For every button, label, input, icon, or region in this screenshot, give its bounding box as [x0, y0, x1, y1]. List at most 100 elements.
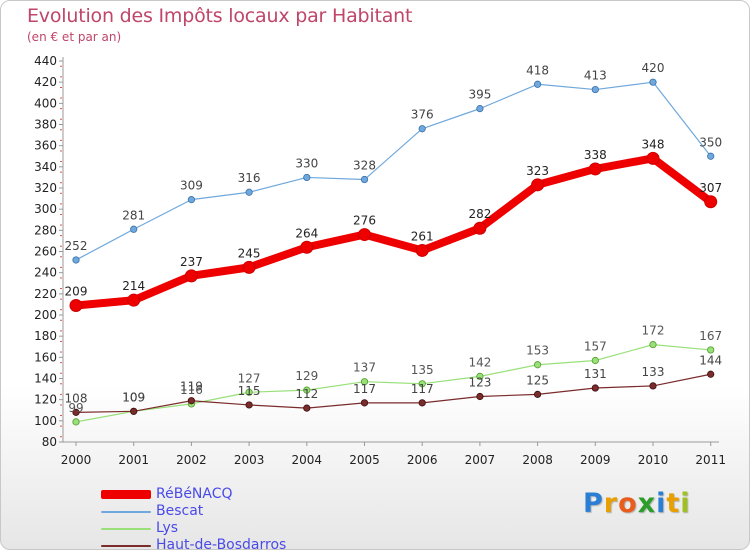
logo-letter: o: [618, 488, 638, 519]
y-tick-label: 280: [34, 223, 57, 237]
data-point: [360, 175, 369, 184]
y-tick-label: 220: [34, 287, 57, 301]
x-tick-label: 2005: [349, 453, 380, 467]
legend-swatch: [101, 511, 151, 513]
data-point: [588, 162, 602, 176]
data-point: [707, 152, 715, 160]
logo-letter: r: [603, 488, 619, 519]
data-label: 316: [238, 171, 261, 185]
data-label: 99: [68, 401, 83, 415]
data-point: [415, 243, 429, 257]
x-tick-label: 2003: [234, 453, 265, 467]
series-layer: [69, 78, 718, 426]
data-point: [476, 105, 484, 113]
y-tick-label: 240: [34, 266, 57, 280]
data-label: 109: [122, 390, 145, 404]
logo-letter: i: [680, 488, 691, 519]
data-point: [646, 151, 660, 165]
data-point: [591, 356, 599, 365]
series-line-1: [75, 81, 712, 261]
data-point: [245, 388, 253, 396]
x-tick-label: 2001: [118, 453, 149, 467]
data-point: [187, 196, 195, 204]
data-point: [531, 178, 545, 192]
logo-letter: i: [656, 488, 667, 519]
data-label: 127: [238, 371, 261, 385]
legend-swatch: [101, 528, 151, 530]
data-label: 281: [122, 208, 145, 222]
y-tick-label: 400: [34, 96, 57, 110]
chart-title: Evolution des Impôts locaux par Habitant: [27, 5, 413, 27]
data-point: [476, 372, 484, 380]
data-point: [127, 293, 141, 307]
series-line-3: [75, 373, 712, 413]
data-point: [245, 401, 253, 409]
y-tick-label: 420: [34, 75, 57, 89]
data-point: [72, 408, 80, 416]
data-point: [418, 125, 426, 133]
data-point: [649, 341, 657, 349]
logo-letter: P: [583, 488, 604, 519]
data-point: [418, 399, 426, 407]
data-label: 348: [642, 137, 665, 151]
proxiti-logo: Proxiti: [583, 488, 691, 519]
data-label: 214: [122, 279, 145, 293]
data-point: [69, 298, 83, 312]
y-tick-label: 160: [34, 350, 57, 364]
data-point: [704, 195, 718, 209]
data-label: 350: [699, 135, 722, 149]
data-label: 116: [180, 383, 203, 397]
legend-label: Haut-de-Bosdarros: [156, 537, 287, 550]
data-label: 252: [65, 239, 88, 253]
y-tick-label: 440: [34, 54, 57, 68]
y-tick-label: 380: [34, 118, 57, 132]
data-label: 338: [584, 148, 607, 162]
data-label: 264: [295, 226, 318, 240]
data-point: [242, 260, 256, 274]
data-label: 237: [180, 255, 203, 269]
y-tick-label: 120: [34, 393, 57, 407]
x-tick-label: 2009: [580, 453, 611, 467]
data-label: 167: [699, 329, 722, 343]
data-label: 123: [468, 375, 491, 389]
x-tick-label: 2000: [61, 453, 92, 467]
data-label: 115: [238, 384, 261, 398]
data-point: [303, 386, 311, 394]
data-label: 328: [353, 159, 376, 173]
series-line-2: [75, 344, 712, 423]
data-point: [303, 404, 311, 412]
x-tick-label: 2011: [695, 453, 726, 467]
data-label: 395: [468, 88, 491, 102]
axes: 80 100 120 140 160 180 200 220 240 260 280 300 320 34…: [34, 54, 726, 467]
data-point: [649, 382, 657, 390]
series-line-0: [72, 154, 715, 310]
y-tick-label: 140: [34, 372, 57, 386]
data-point: [707, 370, 715, 378]
data-point: [591, 85, 599, 94]
data-label: 418: [526, 63, 549, 77]
data-label: 323: [526, 164, 549, 178]
data-label: 125: [526, 373, 549, 387]
logo-letter: x: [637, 488, 657, 519]
data-label: 376: [411, 108, 434, 122]
data-point: [476, 392, 484, 401]
data-label: 413: [584, 69, 607, 83]
data-point: [707, 346, 715, 354]
legend-label: Lys: [156, 520, 179, 536]
data-point: [300, 240, 314, 254]
data-labels-layer: 209 214 237 245 264 276 261 282 323 338 348 307 252 2…: [65, 61, 723, 415]
data-label: 330: [295, 156, 318, 170]
legend-label: Bescat: [156, 503, 204, 519]
data-label: 142: [468, 355, 491, 369]
data-point: [533, 80, 542, 88]
data-label: 131: [584, 367, 607, 381]
x-tick-label: 2002: [176, 453, 207, 467]
data-point: [184, 269, 198, 283]
y-tick-label: 180: [34, 329, 57, 343]
data-point: [649, 78, 657, 86]
data-label: 109: [122, 390, 145, 404]
data-label: 309: [180, 179, 203, 193]
legend-swatch: [101, 545, 151, 547]
data-label: 276: [353, 214, 376, 228]
